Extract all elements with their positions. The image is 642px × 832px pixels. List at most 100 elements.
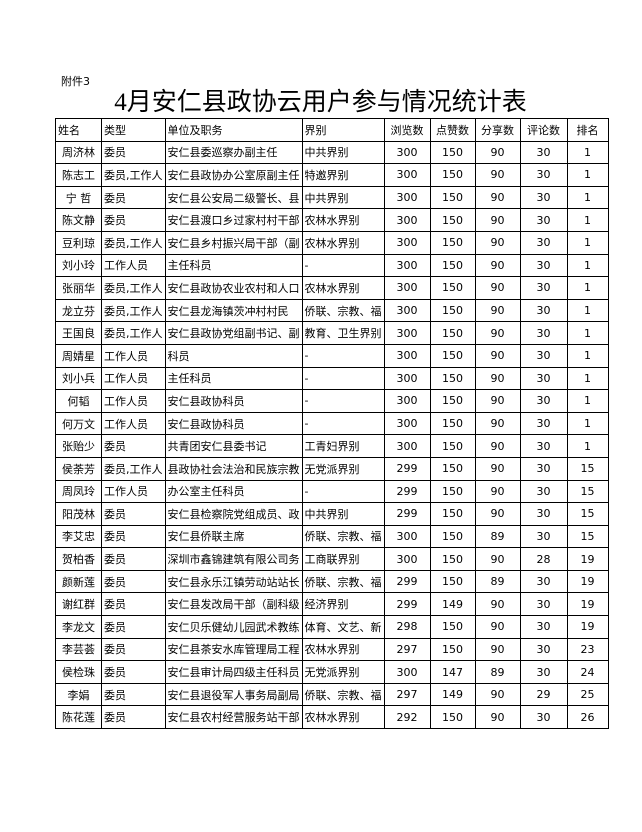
cell: 农林水界别: [301, 705, 385, 730]
cell: 无党派界别: [301, 660, 385, 684]
cell: 侨联、宗教、福: [301, 298, 385, 323]
cell: 19: [566, 592, 609, 617]
cell: 30: [519, 456, 568, 481]
cell: 阳茂林: [55, 502, 102, 526]
cell: 30: [519, 615, 568, 639]
cell: 150: [429, 253, 476, 278]
cell: 15: [566, 502, 609, 526]
cell: 侨联、宗教、福: [301, 569, 385, 594]
table-row: 周婧星 工作人员 科员 -300 150 90 30 1: [55, 343, 609, 368]
table-row: 张丽华 委员,工作人 安仁县政协农业农村和人口 农林水界别 300 150 90 30 1: [55, 276, 609, 300]
header-cell: 点赞数: [429, 118, 476, 142]
cell: 1: [566, 366, 609, 391]
cell: 89: [474, 569, 521, 594]
cell: 149: [429, 682, 476, 707]
cell: -: [301, 479, 385, 504]
cell: 安仁县乡村振兴局干部（副: [164, 230, 303, 255]
cell: 1: [566, 389, 609, 413]
cell: 委员: [101, 524, 166, 549]
cell: 安仁县委巡察办副主任: [164, 140, 303, 165]
cell: 90: [474, 253, 521, 278]
cell: 30: [519, 163, 568, 187]
cell: 30: [519, 253, 568, 278]
cell: 150: [429, 140, 476, 165]
cell: 30: [519, 343, 568, 368]
cell: 30: [519, 230, 568, 255]
cell: 150: [429, 569, 476, 594]
cell: 工作人员: [101, 253, 166, 278]
cell: 297: [383, 682, 431, 707]
table-row: 阳茂林 委员 安仁县检察院党组成员、政 中共界别 299 150 90 30 15: [55, 502, 609, 526]
table-row: 周济林 委员 安仁县委巡察办副主任 中共界别 300 150 90 30 1: [55, 140, 609, 165]
cell: 谢红群: [55, 592, 102, 617]
cell: 经济界别: [301, 592, 385, 617]
cell: 15: [566, 456, 609, 481]
cell: 县政协社会法治和民族宗教: [164, 456, 303, 481]
cell: 150: [429, 343, 476, 368]
cell: 149: [429, 592, 476, 617]
cell: 30: [519, 569, 568, 594]
cell: 89: [474, 524, 521, 549]
cell: 委员: [101, 140, 166, 165]
cell: 90: [474, 230, 521, 255]
cell: 150: [429, 411, 476, 436]
cell: 90: [474, 502, 521, 526]
cell: 委员: [101, 185, 166, 210]
cell: 90: [474, 479, 521, 504]
cell: 中共界别: [301, 502, 385, 526]
cell: 工商联界别: [301, 547, 385, 571]
cell: 299: [383, 502, 431, 526]
cell: 90: [474, 208, 521, 232]
cell: 陈志工: [55, 163, 102, 187]
cell: 26: [566, 705, 609, 730]
cell: 1: [566, 253, 609, 278]
cell: 周婧星: [55, 343, 102, 368]
header-cell: 排名: [566, 118, 609, 142]
cell: 委员,工作人: [101, 163, 166, 187]
cell: 安仁县农村经营服务站干部: [164, 705, 303, 730]
cell: 1: [566, 434, 609, 458]
header-cell: 浏览数: [383, 118, 431, 142]
cell: 农林水界别: [301, 230, 385, 255]
cell: 特邀界别: [301, 163, 385, 187]
table-row: 侯检珠 委员 安仁县审计局四级主任科员 无党派界别 300 147 89 30 24: [55, 660, 609, 684]
cell: 贺柏香: [55, 547, 102, 571]
cell: 委员: [101, 637, 166, 662]
cell: 15: [566, 524, 609, 549]
cell: 150: [429, 208, 476, 232]
header-cell: 单位及职务: [164, 118, 303, 142]
cell: 150: [429, 705, 476, 730]
cell: 安仁县政协科员: [164, 411, 303, 436]
cell: 委员,工作人: [101, 276, 166, 300]
header-cell: 类型: [101, 118, 166, 142]
cell: 安仁县检察院党组成员、政: [164, 502, 303, 526]
table-row: 贺柏香 委员 深圳市鑫锦建筑有限公司务 工商联界别 300 150 90 28 19: [55, 547, 609, 571]
cell: 1: [566, 298, 609, 323]
header-cell: 分享数: [474, 118, 521, 142]
cell: 299: [383, 592, 431, 617]
cell: 安仁县政协办公室原副主任: [164, 163, 303, 187]
cell: 30: [519, 366, 568, 391]
table-row: 张贻少 委员 共青团安仁县委书记 工青妇界别 300 150 90 30 1: [55, 434, 609, 458]
cell: 周济林: [55, 140, 102, 165]
cell: 工作人员: [101, 389, 166, 413]
cell: 1: [566, 185, 609, 210]
cell: -: [301, 343, 385, 368]
table-row: 刘小玲 工作人员 主任科员 -300 150 90 30 1: [55, 253, 609, 278]
header-cell: 评论数: [519, 118, 568, 142]
cell: 90: [474, 163, 521, 187]
table-row: 李龙文 委员 安仁贝乐健幼儿园武术教练 体育、文艺、新 298 150 90 30 19: [55, 615, 609, 639]
header-cell: 姓名: [55, 118, 102, 142]
cell: 23: [566, 637, 609, 662]
cell: 150: [429, 298, 476, 323]
cell: 无党派界别: [301, 456, 385, 481]
cell: 300: [383, 343, 431, 368]
cell: 1: [566, 140, 609, 165]
cell: 147: [429, 660, 476, 684]
cell: 委员,工作人: [101, 456, 166, 481]
cell: 30: [519, 140, 568, 165]
cell: 何万文: [55, 411, 102, 436]
cell: 1: [566, 343, 609, 368]
cell: 工作人员: [101, 411, 166, 436]
header-row: 姓名 类型 单位及职务 界别 浏览数 点赞数 分享数 评论数 排名: [55, 118, 609, 142]
